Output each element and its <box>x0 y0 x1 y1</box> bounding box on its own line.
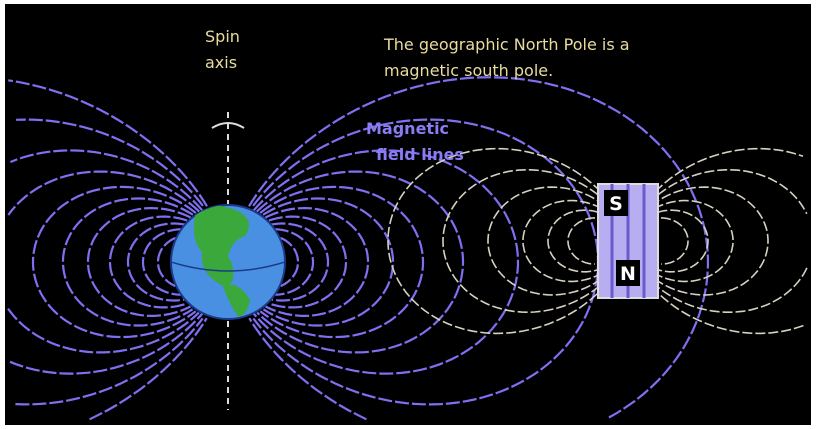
field-line <box>268 215 348 309</box>
field-line <box>141 228 182 296</box>
field-line <box>259 185 425 339</box>
field-line <box>262 197 395 327</box>
magnet-field-lines <box>387 147 808 335</box>
field-line <box>86 206 192 317</box>
field-line <box>387 147 613 335</box>
field-line <box>567 217 595 265</box>
field-line <box>271 222 330 302</box>
field-line <box>264 206 370 317</box>
field-line <box>126 222 185 302</box>
field-line <box>442 169 609 313</box>
field-line <box>61 197 194 327</box>
field-line <box>156 236 176 288</box>
field-line <box>647 169 808 313</box>
field-line <box>487 186 606 296</box>
field-line <box>650 186 769 296</box>
field-line <box>274 228 315 296</box>
field-line <box>653 199 734 283</box>
field-line <box>248 76 709 421</box>
field-line <box>8 79 208 421</box>
field-lines-label: field lines <box>376 145 464 164</box>
spin-axis-label: axis <box>205 53 237 72</box>
background <box>5 4 811 425</box>
field-line <box>522 199 603 283</box>
field-line <box>15 118 204 406</box>
spin-arrow <box>211 122 245 129</box>
bar-magnet <box>597 183 659 299</box>
field-lines-label: Magnetic <box>366 119 449 138</box>
spin-axis-label: Spin <box>205 27 240 46</box>
field-line <box>661 217 689 265</box>
note-text: The geographic North Pole is a <box>383 35 630 54</box>
north-pole-label: N <box>620 263 636 285</box>
field-line <box>643 147 804 335</box>
field-line <box>252 149 520 375</box>
field-line <box>9 149 204 375</box>
field-line <box>7 170 200 354</box>
field-line <box>108 215 188 309</box>
south-pole-label: S <box>609 193 623 215</box>
note-text: magnetic south pole. <box>384 61 553 80</box>
field-line <box>280 236 300 288</box>
field-line <box>31 185 197 339</box>
earth-field-lines <box>7 76 709 421</box>
field-line <box>256 170 465 354</box>
field-line <box>547 209 599 273</box>
field-line <box>657 209 709 273</box>
earth <box>170 204 286 320</box>
